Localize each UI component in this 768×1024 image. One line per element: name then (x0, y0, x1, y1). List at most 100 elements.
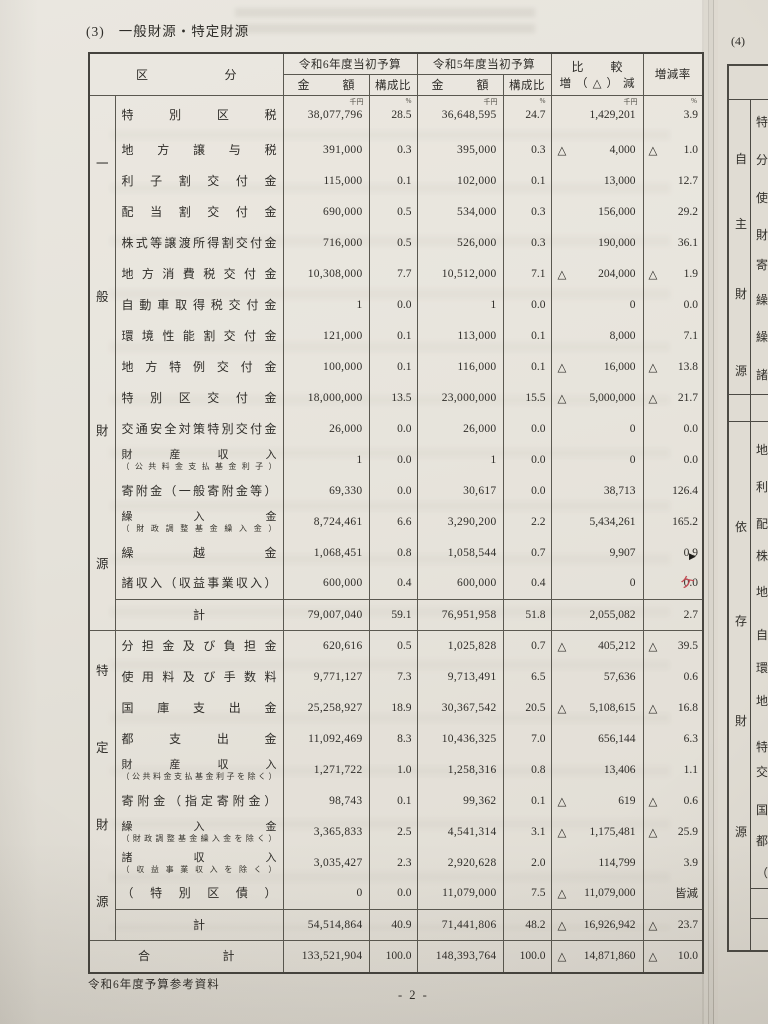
cell-amount-r5: 1,025,828 (416, 629, 503, 661)
char: 入 (239, 523, 247, 533)
char: を (237, 771, 245, 781)
char: 業 (221, 576, 234, 591)
char: く (253, 864, 262, 874)
header-amount-text: 金額 (284, 76, 369, 93)
char: 金 (264, 297, 277, 312)
row-label: 地方消費税交付金 (122, 267, 277, 281)
next-page-rule (750, 888, 768, 889)
value: 619 (618, 794, 636, 807)
cell-label: 特 別区 交付 金 (114, 382, 283, 413)
cell-rate: △ 0.6 (642, 785, 703, 816)
cell-ratio-r5: 0.1 (502, 320, 551, 351)
cell-label: 繰入金（財政調整基金繰入金を除く） (114, 816, 283, 847)
cell-ratio-r5: 0.1 (502, 785, 551, 816)
char: 得 (192, 297, 205, 312)
cell-ratio-r6: 28.5% (368, 95, 417, 134)
signed-value: 0 (552, 299, 643, 311)
cell-total-label: 合計 (88, 939, 283, 973)
char: 比 (571, 59, 584, 74)
next-page-char: 諸 (756, 368, 768, 382)
char: 株 (121, 235, 134, 250)
cell-ratio-r5: 15.5 (502, 382, 551, 413)
char: ） (264, 576, 277, 591)
cell-ratio-r5: 0.0 (502, 289, 551, 320)
table-row: 繰入金（財政調整基金繰入金） 8,724,461 6.6 3,290,200 2.2 5,… (89, 506, 703, 537)
char: 金 (228, 461, 237, 471)
row-label-sub: （財政調整基金繰入金） (122, 524, 277, 534)
cell-amount-r5: 36,648,595 千円 (416, 95, 503, 134)
cell-ratio-r6: 0.8 (368, 537, 417, 568)
triangle-sign: △ (557, 826, 567, 839)
table-row: 地方譲与税 391,000 0.3 395,000 0.3 △ 4,000 △ 1.0 (89, 134, 703, 165)
signed-value: 9,907 (552, 547, 643, 559)
char: 利 (121, 173, 134, 188)
next-page-char: 源 (735, 364, 748, 378)
footer-doc-title: 令和6年度予算参考資料 (88, 979, 220, 991)
cell-diff: 0 (550, 568, 643, 599)
char: 財 (121, 758, 133, 771)
char: 消 (162, 266, 175, 281)
cell-diff: 8,000 (550, 320, 643, 351)
char: 入 (211, 833, 220, 843)
table-row: 地方特例交付金 100,000 0.1 116,000 0.1 △ 16,000 △ 13.8 (89, 351, 703, 382)
next-page-char: 地 (756, 694, 768, 708)
cell-ratio-r6: 6.6 (368, 506, 417, 537)
char: 交 (207, 390, 220, 405)
char: 自 (121, 297, 134, 312)
char: 特 (150, 886, 163, 901)
char: 越 (192, 545, 205, 560)
char: 例 (192, 359, 205, 374)
cell-diff: 156,000 (550, 196, 643, 227)
cell-ratio-r6: 18.9 (368, 692, 417, 723)
row-label: 諸収入（収益事業収入） (122, 576, 277, 590)
char: （ (121, 864, 130, 874)
triangle-sign: △ (557, 268, 567, 281)
char: 金 (150, 483, 163, 498)
value: 1.9 (683, 267, 698, 280)
char: 環 (121, 328, 134, 343)
cell-amount-r6: 1,068,451 (282, 537, 369, 568)
char: 金 (264, 700, 277, 715)
cell-rate: 0.0 (642, 413, 703, 444)
cell-ratio-r6: 0.3 (368, 134, 417, 165)
header-row: 区分令和6年度当初予算 令和5年度当初予算比較増（△）減増減率 (88, 53, 703, 96)
header-comparison: 比較増（△）減 (550, 53, 643, 96)
char: 合 (138, 949, 151, 963)
next-page-char: 財 (756, 228, 768, 242)
char: 金 (162, 638, 175, 653)
cell-amount-r6: 26,000 (282, 413, 369, 444)
header-amount: 金額 (282, 74, 369, 96)
char: （ (121, 461, 130, 471)
signed-value: △ 1,175,481 (552, 825, 643, 839)
cell-diff: 114,799 (550, 847, 643, 878)
cell-label: 繰越金 (114, 537, 283, 568)
char: び (203, 638, 216, 653)
cell-amount-r5: 30,617 (416, 475, 503, 506)
signed-value: 165.2 (644, 516, 703, 528)
char: 特 (207, 421, 220, 436)
cell-ratio-r5: 0.0 (502, 475, 551, 506)
char: 交 (207, 173, 220, 188)
char: 車 (157, 297, 170, 312)
cell-diff: △ 14,871,860 (550, 939, 643, 973)
cell-diff: 0 (550, 413, 643, 444)
row-label: （ 特別 区債 ） (122, 886, 277, 900)
cell-label: 分担金及び負担金 (114, 629, 283, 661)
char: 収 (235, 576, 248, 591)
char: 金 (297, 78, 310, 92)
header-fiscal-year: 令和6年度当初予算 (282, 53, 417, 75)
cell-rate: 6.3 (642, 723, 703, 754)
value: 7.1 (683, 329, 698, 342)
char: 等 (150, 235, 163, 250)
char: 金 (163, 771, 172, 781)
cell-amount-r5: 10,436,325 (416, 723, 503, 754)
row-label: 繰越金 (122, 546, 277, 560)
cell-label: 財産収入（公共料金支払基金利子を除く） (114, 754, 283, 785)
value: 13,406 (603, 763, 636, 776)
char: 金 (264, 421, 277, 436)
value: 38,713 (603, 484, 636, 497)
subtotal-row: 計 79,007,040 59.1 76,951,958 51.8 2,055,082 2.… (89, 598, 703, 630)
char: 特 (121, 107, 134, 122)
table-row: 寄附金（指定寄附金） 98,743 0.1 99,362 0.1 △ 619 △ 0.6 (89, 785, 703, 816)
char: ） (264, 483, 277, 498)
